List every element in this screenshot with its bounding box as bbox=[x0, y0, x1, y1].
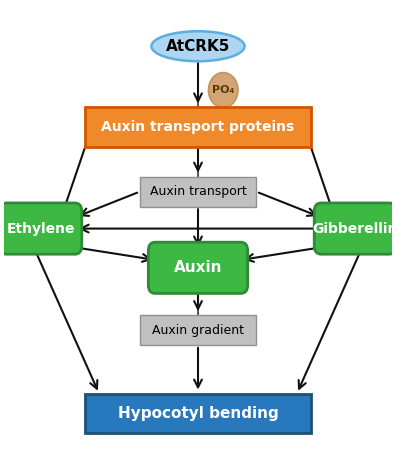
Ellipse shape bbox=[151, 31, 245, 61]
Text: PO₄: PO₄ bbox=[212, 85, 234, 95]
Circle shape bbox=[208, 73, 238, 108]
FancyBboxPatch shape bbox=[86, 107, 310, 146]
FancyBboxPatch shape bbox=[0, 203, 82, 254]
FancyBboxPatch shape bbox=[148, 242, 248, 293]
Text: Auxin transport: Auxin transport bbox=[150, 185, 246, 198]
Text: Auxin: Auxin bbox=[174, 260, 222, 276]
Text: Hypocotyl bending: Hypocotyl bending bbox=[118, 406, 278, 421]
Text: Auxin gradient: Auxin gradient bbox=[152, 324, 244, 337]
FancyBboxPatch shape bbox=[140, 177, 256, 207]
Text: Ethylene: Ethylene bbox=[7, 221, 75, 236]
FancyBboxPatch shape bbox=[86, 394, 310, 433]
FancyBboxPatch shape bbox=[314, 203, 396, 254]
FancyBboxPatch shape bbox=[140, 315, 256, 345]
Text: AtCRK5: AtCRK5 bbox=[166, 39, 230, 54]
Text: Gibberellin: Gibberellin bbox=[312, 221, 396, 236]
Text: Auxin transport proteins: Auxin transport proteins bbox=[101, 120, 295, 134]
